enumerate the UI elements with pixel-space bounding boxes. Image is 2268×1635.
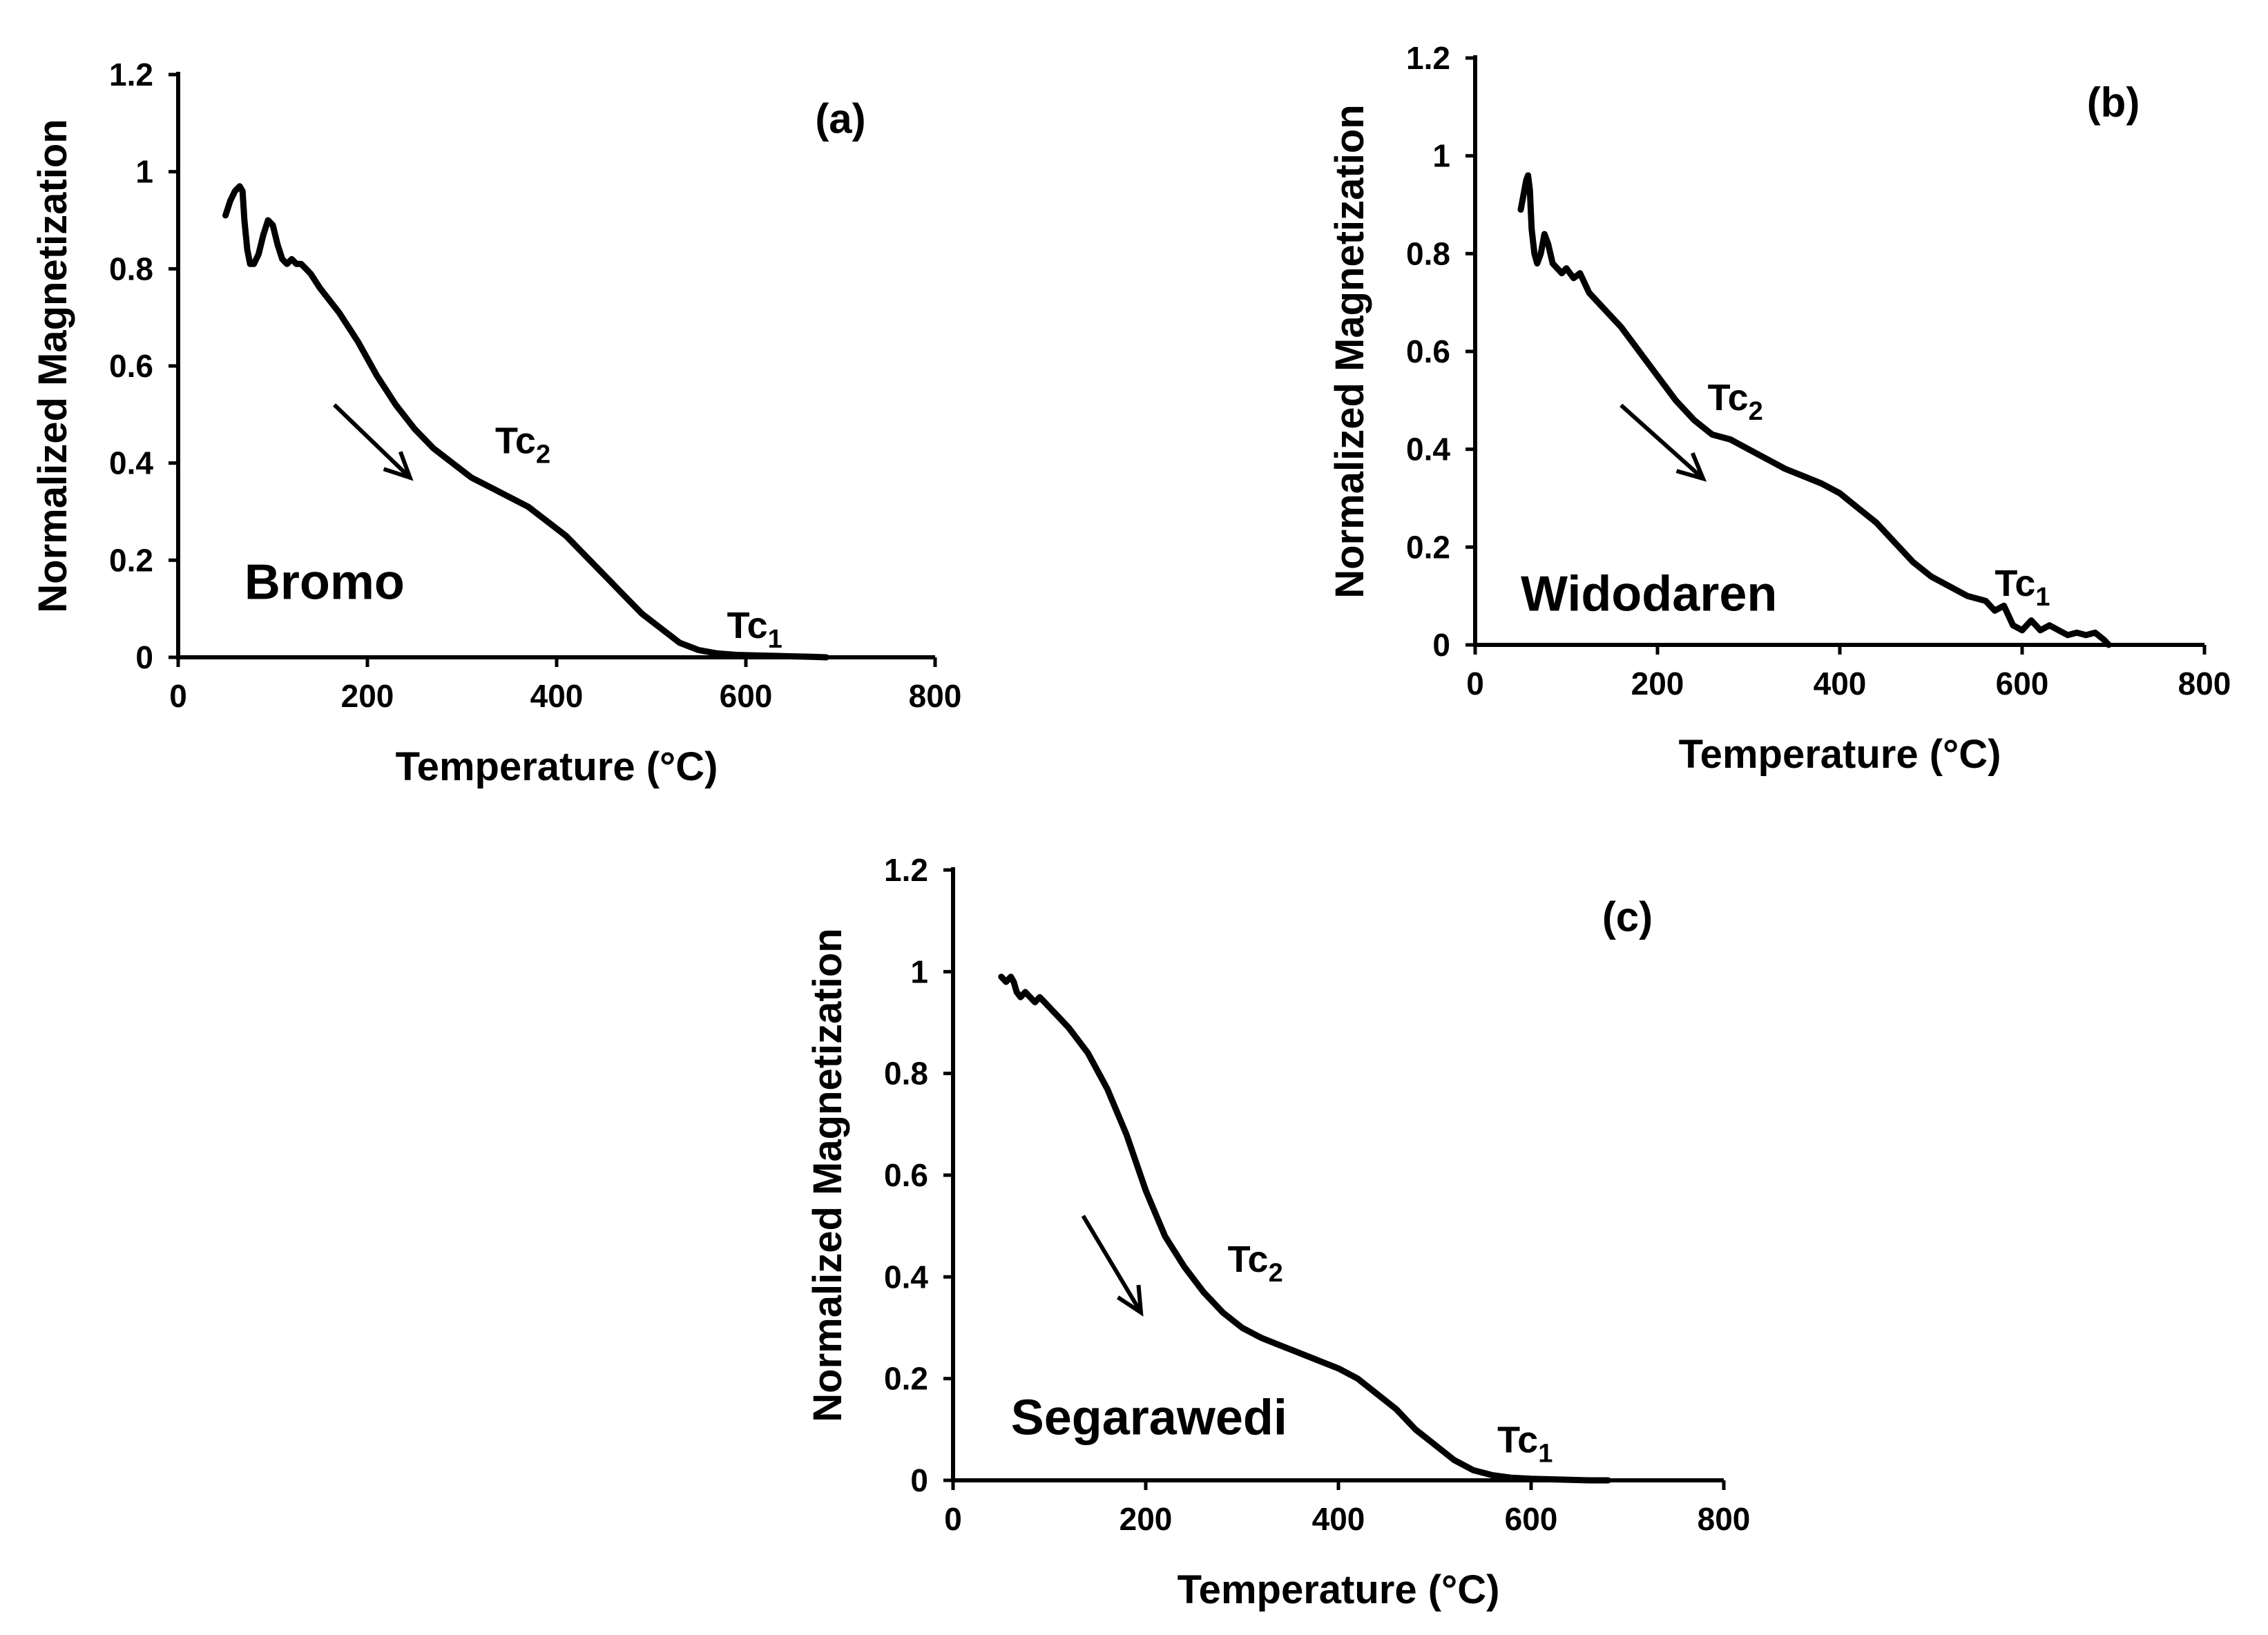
y-tick-label: 0.8 [1406, 235, 1450, 271]
y-axis-title: Normalized Magnetization [30, 119, 75, 612]
tc-annotation: Tc2 [1228, 1239, 1283, 1288]
y-tick-label: 0.8 [884, 1056, 928, 1092]
x-tick-label: 200 [1631, 666, 1684, 702]
tc-annotation: Tc1 [727, 605, 782, 654]
chart-panel-2: 0 0.2 0.4 0.6 0.8 1 1.2 0 200 400 600 800 Temperatur… [1327, 40, 2231, 777]
y-tick-label: 1 [135, 154, 153, 190]
x-tick-label: 400 [1312, 1501, 1365, 1537]
sample-label: Bromo [244, 555, 405, 610]
y-tick-label: 1 [1432, 138, 1450, 174]
y-tick-label: 1.2 [109, 57, 153, 93]
x-tick-label: 800 [909, 678, 962, 714]
x-tick-label: 800 [1698, 1501, 1751, 1537]
panel-label: (b) [2087, 79, 2140, 126]
y-axis-title: Normalized Magnetization [1327, 104, 1372, 598]
y-tick-label: 0.2 [109, 542, 153, 578]
trend-arrow [332, 403, 412, 479]
panel-label: (c) [1602, 893, 1653, 940]
x-tick-label: 600 [1996, 666, 2049, 702]
series-line-bromo [222, 183, 829, 661]
x-axis-title: Temperature (°C) [1679, 732, 2001, 777]
x-tick-label: 600 [720, 678, 773, 714]
x-tick-label: 400 [530, 678, 584, 714]
y-tick-label: 0 [1432, 627, 1450, 663]
sample-label: Widodaren [1521, 566, 1777, 621]
y-tick-label: 0.2 [884, 1361, 928, 1397]
panel-label: (a) [815, 95, 865, 142]
trend-arrow-head [1116, 1284, 1144, 1317]
x-tick-label: 0 [944, 1501, 962, 1537]
y-tick-label: 0.4 [884, 1259, 928, 1295]
y-axis-title: Normalized Magnetization [805, 928, 850, 1422]
x-axis-title: Temperature (°C) [396, 744, 718, 789]
tc-annotation: Tc2 [1708, 377, 1763, 426]
x-tick-label: 800 [2178, 666, 2231, 702]
tc-annotation: Tc2 [495, 420, 550, 470]
chart-panel-1: 0 0.2 0.4 0.6 0.8 1 1.2 0 200 400 600 800 Temperatur… [30, 57, 961, 789]
y-tick-label: 0 [910, 1462, 928, 1498]
x-tick-label: 0 [1466, 666, 1484, 702]
trend-arrow [1620, 403, 1704, 481]
x-tick-label: 200 [1119, 1501, 1173, 1537]
y-tick-label: 0.8 [109, 251, 153, 287]
series-line-widodaren [1517, 172, 2112, 648]
x-tick-label: 0 [169, 678, 187, 714]
y-tick-label: 1 [910, 954, 928, 989]
y-tick-label: 0.6 [109, 348, 153, 384]
y-tick-label: 0.4 [109, 445, 153, 481]
chart-panel-3: 0 0.2 0.4 0.6 0.8 1 1.2 0 200 400 600 800 Temperatur… [805, 852, 1750, 1612]
x-tick-label: 400 [1814, 666, 1867, 702]
series-line-segarawedi [998, 974, 1612, 1484]
y-tick-label: 0.6 [884, 1157, 928, 1193]
y-tick-label: 0.4 [1406, 432, 1450, 467]
tc-annotation: Tc1 [1497, 1419, 1553, 1468]
sample-label: Segarawedi [1011, 1391, 1287, 1446]
trend-arrow-head [1675, 452, 1707, 482]
y-tick-label: 0.2 [1406, 529, 1450, 565]
x-tick-label: 600 [1505, 1501, 1558, 1537]
trend-arrow-head [383, 451, 414, 481]
y-tick-label: 0.6 [1406, 333, 1450, 369]
trend-arrow [1081, 1215, 1143, 1314]
y-tick-label: 1.2 [1406, 40, 1450, 76]
x-axis-title: Temperature (°C) [1178, 1567, 1500, 1612]
y-tick-label: 0 [135, 639, 153, 675]
x-tick-label: 200 [341, 678, 394, 714]
y-tick-label: 1.2 [884, 852, 928, 888]
